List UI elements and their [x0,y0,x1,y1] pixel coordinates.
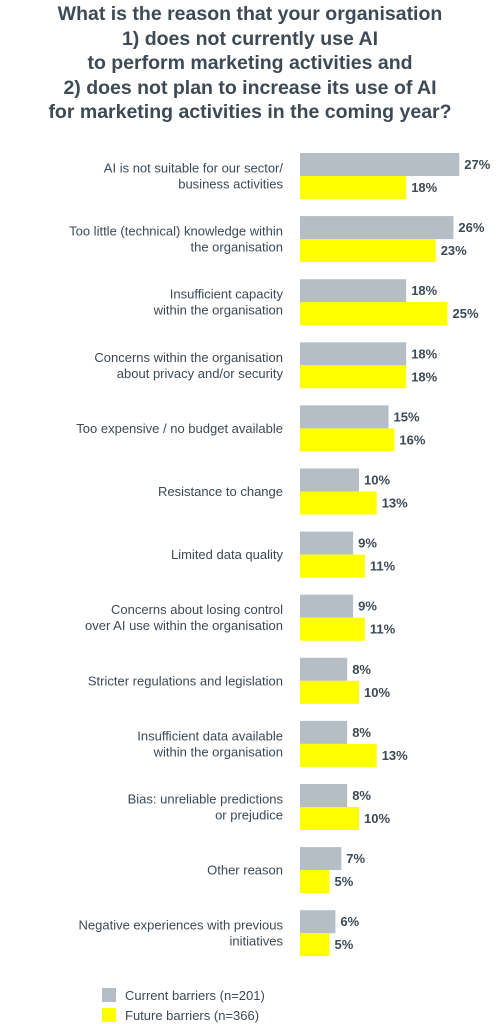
category-label-line: Limited data quality [171,547,284,562]
bar-future [300,933,330,957]
bar-current [300,153,460,176]
value-label-current: 8% [352,662,371,677]
category-label-line: within the organisation [153,303,283,318]
value-label-current: 18% [411,346,437,361]
category-label: Too little (technical) knowledge within t… [69,224,283,255]
category-label-line: AI is not suitable for our sector/ [104,161,284,176]
category-label-line: Insufficient data available [137,728,283,743]
bar-current [300,910,336,934]
bar-current [300,342,407,366]
chart-title-line: to perform marketing activities and [87,52,413,74]
bar-future [300,870,330,894]
chart-title-line: for marketing activities in the coming y… [48,101,452,123]
value-label-future: 11% [370,559,396,574]
bar-future [300,807,359,830]
bar-current [300,405,389,429]
category-label: Bias: unreliable predictions or prejudice [128,792,284,823]
chart-title-line: 2) does not plan to increase its use of … [63,76,437,99]
value-label-current: 27% [464,157,490,172]
legend-item-current: Current barriers (n=201) [102,988,265,1003]
value-label-current: 18% [411,283,437,298]
category-label-line: about privacy and/or security [117,366,284,381]
bar-future [300,239,436,263]
category-label: Insufficient capacity within the organisa… [153,287,284,318]
value-label-future: 13% [382,748,408,763]
value-label-future: 16% [399,432,425,447]
category-label-line: Insufficient capacity [170,287,284,302]
value-label-current: 10% [364,473,390,488]
category-label-line: Too expensive / no budget available [76,421,283,436]
category-label: AI is not suitable for our sector/busine… [104,161,284,192]
value-label-current: 26% [458,220,484,235]
bar-future [300,680,359,704]
value-label-current: 8% [352,788,371,803]
category-label-line: Stricter regulations and legislation [88,673,283,688]
legend-swatch-future [102,1008,116,1022]
bar-current [300,279,407,303]
bar-future [300,617,365,641]
category-label-line: within the organisation [153,744,283,759]
category-label-line: Resistance to change [158,484,283,499]
bar-current [300,657,348,681]
value-label-current: 8% [352,725,371,740]
value-label-current: 7% [346,851,365,866]
bar-future [300,491,377,515]
value-label-future: 25% [453,306,479,321]
category-label-line: Other reason [207,863,283,878]
category-label-line: or prejudice [215,808,283,823]
category-label-line: Too little (technical) knowledge within [69,224,283,239]
chart-title-line: 1) does not currently use AI [121,27,379,50]
category-label: Concerns about losing control over AI use… [85,602,283,633]
value-label-current: 6% [340,914,359,929]
category-label: Negative experiences with previous initia… [79,918,284,949]
legend-item-future: Future barriers (n=366) [102,1008,259,1023]
category-label: Insufficient data available within the or… [137,728,283,759]
value-label-future: 10% [364,685,390,700]
legend-label-current: Current barriers (n=201) [125,988,265,1003]
value-label-future: 18% [411,369,437,384]
bar-future [300,302,448,326]
category-label: Concerns within the organisation about pr… [94,350,283,381]
value-label-future: 18% [411,180,437,195]
bar-current [300,468,359,492]
category-label-line: initiatives [230,934,284,949]
category-label-line: business activities [178,177,283,192]
value-label-future: 11% [370,622,396,637]
value-label-future: 23% [441,243,467,258]
category-label-line: Negative experiences with previous [79,918,284,933]
chart-title-line: What is the reason that your organisatio… [57,3,443,25]
value-label-future: 5% [335,937,354,952]
bar-future [300,176,407,199]
category-label: Stricter regulations and legislation [88,673,283,688]
bar-future [300,743,377,767]
category-label: Other reason [207,863,283,878]
category-label: Resistance to change [158,484,283,499]
category-label-line: Bias: unreliable predictions [128,792,284,807]
bar-current [300,216,454,240]
legend-label-future: Future barriers (n=366) [125,1008,260,1023]
bar-future [300,428,395,452]
category-label-line: Concerns within the organisation [94,350,283,365]
value-label-future: 13% [382,496,408,511]
value-label-current: 9% [358,536,377,551]
value-label-future: 10% [364,811,390,826]
value-label-current: 9% [358,599,377,614]
bar-current [300,847,342,871]
category-label-line: the organisation [190,240,283,255]
value-label-future: 5% [335,874,354,889]
chart-title: What is the reason that your organisatio… [0,2,500,125]
category-label: Too expensive / no budget available [76,421,283,436]
bar-current [300,531,354,555]
value-label-current: 15% [394,409,420,424]
bar-current [300,784,348,807]
category-label-line: Concerns about losing control [111,602,283,617]
bar-current [300,720,348,744]
bar-future [300,365,407,389]
legend-swatch-current [102,988,116,1002]
bar-current [300,594,354,618]
bar-future [300,554,365,578]
category-label: Limited data quality [171,547,284,562]
category-label-line: over AI use within the organisation [85,618,283,633]
